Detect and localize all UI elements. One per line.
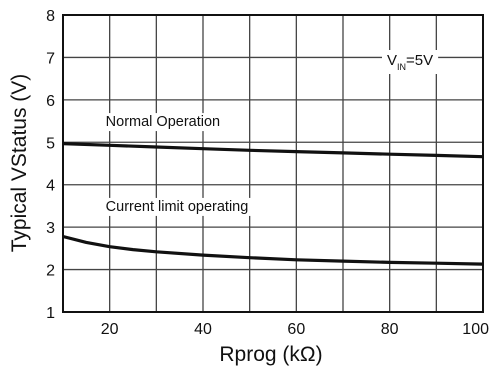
- condition-suffix: =5V: [406, 52, 433, 69]
- y-tick-label: 7: [46, 50, 55, 67]
- series-annotation-2: Current limit operating: [106, 199, 249, 215]
- annotation-background: [101, 197, 253, 216]
- condition-subscript: IN: [397, 62, 406, 72]
- x-tick-label: 20: [101, 321, 119, 338]
- y-tick-label: 8: [46, 8, 55, 25]
- y-axis-label: Typical VStatus (V): [8, 74, 31, 253]
- y-tick-label: 2: [46, 263, 55, 280]
- condition-background: [382, 50, 439, 74]
- series-line-2: [62, 234, 484, 266]
- series-line-1: [62, 142, 484, 159]
- x-axis-label: Rprog (kΩ): [219, 343, 322, 366]
- x-tick-label: 100: [462, 321, 489, 338]
- annotation-background: [101, 113, 225, 132]
- y-tick-label: 1: [46, 305, 55, 322]
- condition-prefix: V: [387, 52, 397, 69]
- series-annotation-1: Normal Operation: [106, 114, 220, 130]
- annotations: Normal Operation Current limit operating: [101, 113, 253, 216]
- plot-frame: [62, 14, 484, 313]
- series-lines: [62, 142, 484, 266]
- condition-label: VIN=5V: [387, 52, 433, 72]
- x-tick-label: 40: [194, 321, 212, 338]
- x-tick-labels: 20 40 60 80 100: [101, 321, 489, 338]
- y-tick-label: 4: [46, 178, 55, 195]
- y-tick-labels: 1 2 3 4 5 6 7 8: [46, 8, 55, 322]
- x-tick-label: 80: [381, 321, 399, 338]
- x-tick-label: 60: [287, 321, 305, 338]
- y-tick-label: 6: [46, 93, 55, 110]
- y-tick-label: 3: [46, 220, 55, 237]
- y-tick-label: 5: [46, 135, 55, 152]
